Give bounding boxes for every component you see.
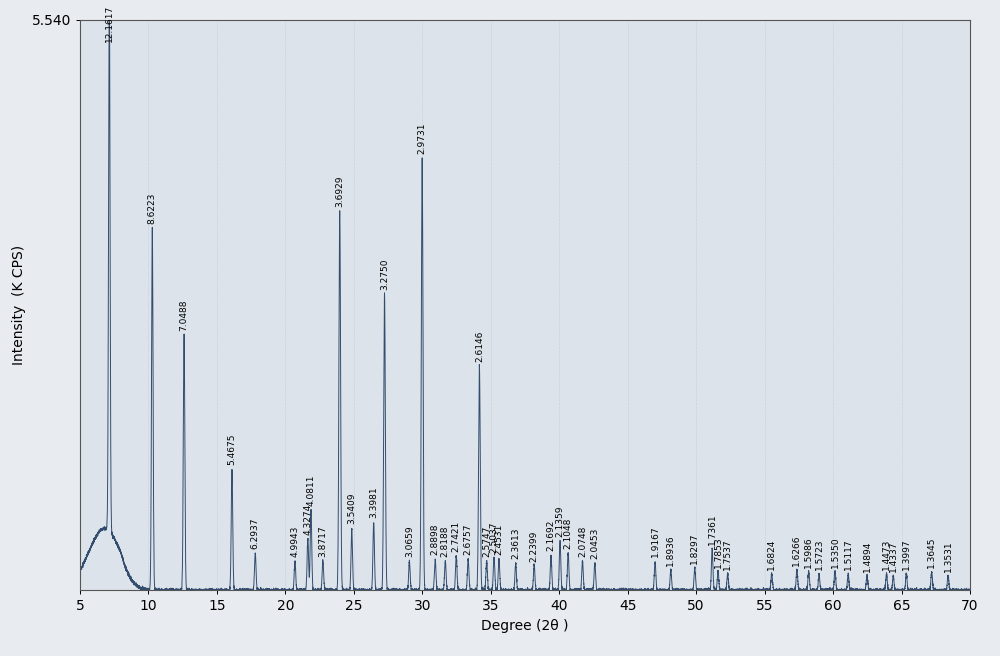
Text: 2.6757: 2.6757	[464, 524, 473, 556]
Text: 1.3645: 1.3645	[927, 536, 936, 567]
Text: 2.7421: 2.7421	[452, 521, 461, 552]
Text: 6.2937: 6.2937	[251, 518, 260, 549]
Text: 7.0488: 7.0488	[180, 299, 189, 331]
Text: 1.8936: 1.8936	[666, 534, 675, 565]
Text: 2.0453: 2.0453	[590, 528, 599, 560]
Text: 4.3274: 4.3274	[303, 504, 312, 535]
Text: 1.3997: 1.3997	[902, 538, 911, 570]
Text: 8.6223: 8.6223	[148, 192, 157, 224]
Text: 3.2750: 3.2750	[380, 258, 389, 289]
Text: 1.5723: 1.5723	[815, 539, 824, 570]
Text: 2.5747: 2.5747	[482, 526, 491, 558]
Text: 2.6146: 2.6146	[475, 331, 484, 361]
Text: 1.6266: 1.6266	[792, 534, 801, 565]
Text: 3.3981: 3.3981	[369, 487, 378, 518]
Text: 2.5037: 2.5037	[490, 522, 499, 553]
Text: 1.4337: 1.4337	[889, 541, 898, 572]
Text: 1.9167: 1.9167	[651, 526, 660, 558]
Text: 2.1692: 2.1692	[547, 520, 556, 551]
Text: 3.8717: 3.8717	[318, 526, 327, 558]
Text: 1.5350: 1.5350	[830, 536, 839, 567]
Text: 2.9731: 2.9731	[418, 122, 427, 154]
Text: 4.0811: 4.0811	[306, 474, 315, 506]
Text: 1.7537: 1.7537	[723, 538, 732, 570]
Text: 1.4894: 1.4894	[863, 541, 872, 572]
Text: 1.8297: 1.8297	[690, 532, 699, 564]
Text: 2.3613: 2.3613	[511, 528, 520, 560]
Text: 2.4531: 2.4531	[494, 524, 503, 556]
Text: 12.1617: 12.1617	[105, 5, 114, 43]
Text: 2.2399: 2.2399	[530, 530, 539, 562]
Text: 2.8188: 2.8188	[441, 526, 450, 558]
Text: 2.8898: 2.8898	[431, 524, 440, 556]
Text: 2.1048: 2.1048	[564, 518, 573, 549]
Text: 1.4473: 1.4473	[882, 539, 891, 570]
X-axis label: Degree (2θ ): Degree (2θ )	[481, 619, 569, 633]
Text: 3.6929: 3.6929	[335, 176, 344, 207]
Text: 4.9943: 4.9943	[290, 526, 299, 558]
Text: 1.7853: 1.7853	[714, 536, 723, 567]
Text: 3.0659: 3.0659	[405, 526, 414, 558]
Text: 1.5986: 1.5986	[804, 536, 813, 567]
Y-axis label: Intensity  (K CPS): Intensity (K CPS)	[12, 245, 26, 365]
Text: 1.6824: 1.6824	[767, 539, 776, 570]
Text: 2.1359: 2.1359	[556, 505, 565, 537]
Text: 1.3531: 1.3531	[944, 541, 953, 572]
Text: 5.4675: 5.4675	[227, 433, 236, 464]
Text: 1.5117: 1.5117	[844, 538, 853, 570]
Text: 3.5409: 3.5409	[347, 493, 356, 524]
Text: 1.7361: 1.7361	[708, 514, 717, 545]
Text: 2.0748: 2.0748	[578, 526, 587, 558]
